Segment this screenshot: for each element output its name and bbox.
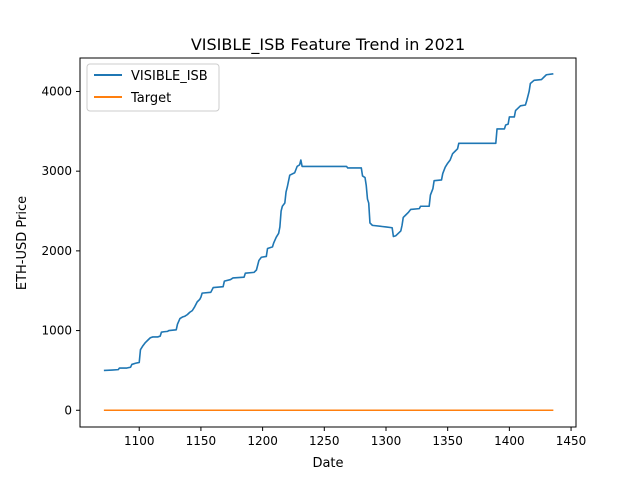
legend: VISIBLE_ISB Target (86, 63, 220, 112)
legend-label-target: Target (130, 91, 171, 106)
series-line-visible-isb (103, 73, 554, 372)
x-tick-label: 1100 (124, 434, 155, 448)
x-axis-label: Date (312, 456, 343, 471)
x-tick-label: 1300 (371, 434, 402, 448)
x-tick-label: 1350 (432, 434, 463, 448)
x-tick-label: 1450 (556, 434, 587, 448)
y-tick-label: 0 (64, 403, 72, 417)
x-tick-label: 1150 (186, 434, 217, 448)
x-tick-label: 1400 (494, 434, 525, 448)
y-tick-label: 4000 (41, 84, 72, 98)
y-tick-label: 1000 (41, 324, 72, 338)
x-tick-label: 1250 (309, 434, 340, 448)
y-tick-label: 3000 (41, 164, 72, 178)
chart-title: VISIBLE_ISB Feature Trend in 2021 (191, 35, 465, 55)
y-axis-label: ETH-USD Price (15, 196, 30, 290)
y-tick-label: 2000 (41, 244, 72, 258)
x-tick-label: 1200 (247, 434, 278, 448)
axis-ticks: 1100 1150 1200 1250 1300 1350 1400 1450 0 1000 200… (41, 84, 586, 448)
legend-label-visible-isb: VISIBLE_ISB (131, 69, 208, 84)
plot-area (103, 73, 554, 412)
axes-frame (79, 57, 577, 428)
